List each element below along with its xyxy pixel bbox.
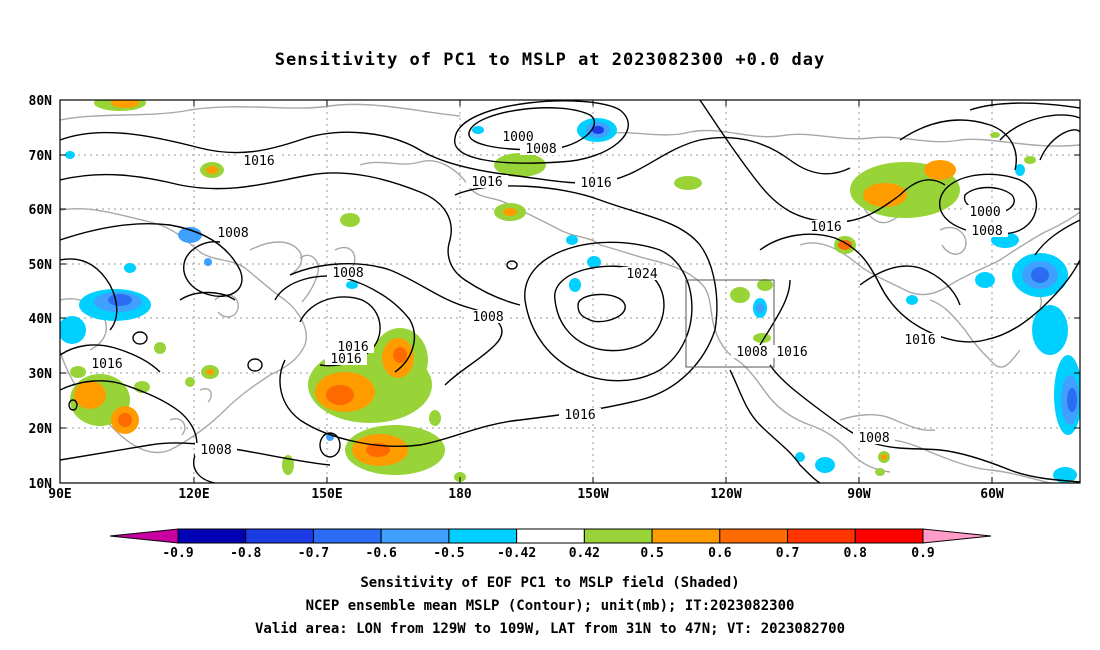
colorbar-box (651, 528, 721, 544)
contour-label: 1008 (736, 345, 767, 360)
lon-label: 150W (577, 487, 608, 502)
contour-label: 1024 (626, 267, 657, 282)
colorbar-label: -0.6 (366, 546, 397, 561)
colorbar-high-end (922, 528, 992, 544)
colorbar-label: 0.42 (569, 546, 600, 561)
colorbar-box (583, 528, 653, 544)
contour-label: 1008 (525, 142, 556, 157)
lat-label: 80N (29, 94, 53, 109)
colorbar-label: 0.7 (776, 546, 799, 561)
lon-label: 150E (311, 487, 342, 502)
lat-label: 20N (29, 422, 53, 437)
contour-label: 1000 (969, 205, 1000, 220)
lat-label: 50N (29, 258, 53, 273)
colorbar-label: -0.42 (497, 546, 536, 561)
colorbar-box (380, 528, 450, 544)
grid-lines (60, 100, 1080, 483)
lon-labels: 90E 120E 150E 180 150W 120W 90W 60W (48, 487, 1004, 502)
contour-label: 1016 (337, 340, 368, 355)
colorbar-label: 0.5 (640, 546, 663, 561)
contour-label: 1016 (580, 176, 611, 191)
axis-ticks (60, 99, 1080, 483)
plot-frame (59, 99, 1081, 484)
colorbar-label: -0.8 (230, 546, 261, 561)
contour-label: 1016 (776, 345, 807, 360)
plot-area (60, 100, 1080, 483)
lat-labels: 80N 70N 60N 50N 40N 30N 20N 10N (29, 94, 53, 492)
contour-label: 1016 (810, 220, 841, 235)
sensitivity-shading (60, 100, 1080, 483)
colorbar-box (854, 528, 924, 544)
contour-label: 1016 (564, 408, 595, 423)
lon-label: 60W (980, 487, 1004, 502)
map-title: Sensitivity of PC1 to MSLP at 2023082300… (274, 50, 826, 70)
contour-label: 1016 (471, 175, 502, 190)
contour-label: 1016 (91, 357, 122, 372)
colorbar-low-end (109, 528, 179, 544)
colorbar-box (177, 528, 247, 544)
colorbar-box (719, 528, 789, 544)
contour-label: 1008 (217, 226, 248, 241)
contour-label: 1008 (971, 224, 1002, 239)
contour-label: 1008 (332, 266, 363, 281)
contour-label: 1008 (200, 443, 231, 458)
colorbar-box (245, 528, 314, 544)
lat-label: 40N (29, 312, 53, 327)
colorbar-box (312, 528, 382, 544)
lat-label: 60N (29, 203, 53, 218)
footer-line-3: Valid area: LON from 129W to 109W, LAT f… (254, 621, 845, 637)
lon-label: 120E (178, 487, 209, 502)
lon-label: 120W (710, 487, 741, 502)
lon-label: 180 (448, 487, 472, 502)
lon-label: 90W (847, 487, 871, 502)
colorbar-label: -0.5 (433, 546, 464, 561)
colorbar-label: -0.9 (162, 546, 193, 561)
colorbar-label: 0.8 (844, 546, 868, 561)
colorbar-label: -0.7 (298, 546, 329, 561)
contour-label: 1008 (858, 431, 889, 446)
footer-line-1: Sensitivity of EOF PC1 to MSLP field (Sh… (360, 575, 740, 591)
colorbar: -0.9 -0.8 -0.7 -0.6 -0.5 -0.42 0.42 0.5 0.6 0.7 0.… (109, 528, 992, 561)
contour-label: 1008 (472, 310, 503, 325)
valid-area-box (685, 279, 775, 368)
contour-label: 1000 (502, 130, 533, 145)
colorbar-box (516, 528, 585, 544)
footer-line-2: NCEP ensemble mean MSLP (Contour); unit(… (305, 598, 795, 614)
lon-label: 90E (48, 487, 71, 502)
mslp-contours (60, 100, 1080, 483)
colorbar-label: 0.9 (911, 546, 934, 561)
colorbar-label: 0.6 (708, 546, 732, 561)
contour-label: 1016 (330, 352, 361, 367)
colorbar-box (787, 528, 856, 544)
coastlines (60, 103, 1080, 483)
lat-label: 10N (29, 477, 53, 492)
contour-label: 1016 (243, 154, 274, 169)
contour-label: 1016 (904, 333, 935, 348)
lat-label: 70N (29, 149, 53, 164)
lat-label: 30N (29, 367, 53, 382)
contour-labels: 1000 1008 1016 1016 1016 1008 1008 1024 … (86, 130, 1008, 458)
colorbar-box (448, 528, 518, 544)
